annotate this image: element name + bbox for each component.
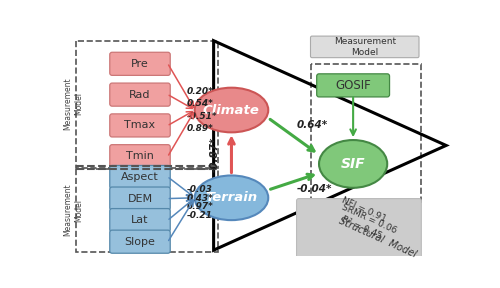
- FancyBboxPatch shape: [110, 145, 170, 168]
- Text: 0.89*: 0.89*: [186, 124, 214, 133]
- Text: 0.20*: 0.20*: [186, 87, 214, 96]
- Text: -0.04*: -0.04*: [296, 183, 332, 194]
- Text: Rad: Rad: [129, 90, 151, 100]
- Text: Slope: Slope: [124, 237, 156, 247]
- Text: 0.43*: 0.43*: [186, 194, 214, 203]
- Text: -0.51*: -0.51*: [186, 112, 217, 121]
- Text: Aspect: Aspect: [121, 172, 159, 182]
- Text: Terrain: Terrain: [206, 191, 258, 204]
- Text: SRMR = 0.06: SRMR = 0.06: [340, 202, 398, 235]
- Text: Measurement
Model: Measurement Model: [64, 184, 84, 236]
- Ellipse shape: [194, 175, 268, 220]
- Text: Measurement
Model: Measurement Model: [334, 37, 396, 57]
- FancyBboxPatch shape: [316, 74, 390, 97]
- Text: -0.87*: -0.87*: [210, 136, 220, 172]
- Text: 0.97*: 0.97*: [186, 202, 214, 211]
- Ellipse shape: [319, 140, 387, 188]
- Text: Tmax: Tmax: [124, 120, 156, 130]
- Text: GOSIF: GOSIF: [335, 79, 371, 92]
- Text: -0.21: -0.21: [186, 211, 212, 220]
- Text: Pre: Pre: [131, 59, 149, 69]
- Text: Structural  Model: Structural Model: [338, 216, 418, 260]
- Ellipse shape: [194, 88, 268, 132]
- FancyBboxPatch shape: [296, 198, 422, 259]
- FancyBboxPatch shape: [110, 83, 170, 106]
- FancyBboxPatch shape: [110, 166, 170, 189]
- Text: Measurement
Model: Measurement Model: [64, 77, 84, 130]
- Text: Tmin: Tmin: [126, 151, 154, 161]
- Text: Climate: Climate: [203, 103, 260, 117]
- FancyBboxPatch shape: [310, 36, 419, 58]
- Text: 0.54*: 0.54*: [186, 99, 214, 108]
- FancyBboxPatch shape: [110, 52, 170, 75]
- Text: R² = 0.45: R² = 0.45: [340, 215, 383, 241]
- Text: NFI = 0.91: NFI = 0.91: [340, 195, 388, 223]
- Text: SIF: SIF: [341, 157, 365, 171]
- FancyBboxPatch shape: [110, 114, 170, 137]
- Text: DEM: DEM: [128, 194, 152, 204]
- Text: Lat: Lat: [131, 215, 149, 225]
- Text: -0.03: -0.03: [186, 185, 212, 194]
- FancyBboxPatch shape: [110, 187, 170, 210]
- FancyBboxPatch shape: [110, 230, 170, 253]
- Text: 0.64*: 0.64*: [296, 120, 328, 130]
- FancyBboxPatch shape: [110, 209, 170, 232]
